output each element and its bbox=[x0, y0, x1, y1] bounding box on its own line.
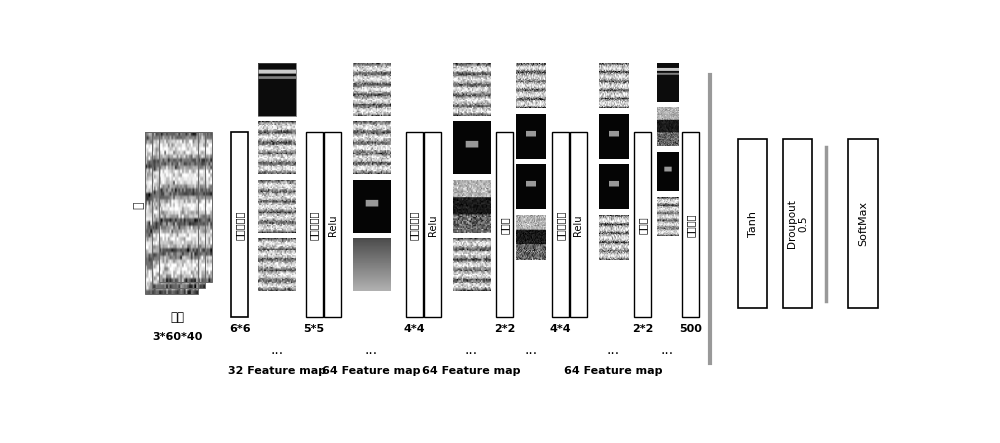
Text: 6*6: 6*6 bbox=[229, 324, 251, 334]
Bar bbox=[634, 132, 651, 317]
Text: 64 Feature map: 64 Feature map bbox=[422, 366, 521, 376]
Text: 5*5: 5*5 bbox=[304, 324, 325, 334]
Text: ...: ... bbox=[607, 342, 620, 357]
Text: 二维卷积层: 二维卷积层 bbox=[309, 210, 319, 240]
Text: 500: 500 bbox=[679, 324, 702, 334]
Text: 32 Feature map: 32 Feature map bbox=[228, 366, 326, 376]
Text: ...: ... bbox=[525, 342, 538, 357]
Text: 下采样: 下采样 bbox=[500, 216, 510, 234]
Text: 二维卷积层: 二维卷积层 bbox=[556, 210, 566, 240]
Bar bbox=[783, 139, 812, 308]
Text: 64 Feature map: 64 Feature map bbox=[564, 366, 662, 376]
Text: 2*2: 2*2 bbox=[494, 324, 515, 334]
Text: ...: ... bbox=[661, 342, 674, 357]
Bar bbox=[159, 132, 212, 282]
Text: 全连接层: 全连接层 bbox=[686, 213, 696, 237]
Bar bbox=[738, 139, 767, 308]
Text: 回: 回 bbox=[132, 202, 145, 210]
Text: 3*60*40: 3*60*40 bbox=[153, 331, 203, 342]
Bar bbox=[152, 132, 205, 288]
Text: Relu: Relu bbox=[428, 214, 438, 236]
Text: 2*2: 2*2 bbox=[632, 324, 653, 334]
Bar bbox=[258, 63, 296, 116]
Bar bbox=[145, 132, 198, 294]
Text: 频率: 频率 bbox=[171, 311, 185, 324]
Bar bbox=[324, 132, 341, 317]
Text: Tanh: Tanh bbox=[748, 211, 758, 237]
Text: ...: ... bbox=[465, 342, 478, 357]
Bar bbox=[231, 132, 248, 317]
Bar bbox=[306, 132, 323, 317]
Text: Droupout
0.5: Droupout 0.5 bbox=[787, 199, 808, 248]
Bar bbox=[682, 132, 699, 317]
Text: 4*4: 4*4 bbox=[403, 324, 425, 334]
Text: 64 Feature map: 64 Feature map bbox=[322, 366, 421, 376]
Text: ...: ... bbox=[270, 342, 283, 357]
Text: ...: ... bbox=[365, 342, 378, 357]
Bar bbox=[406, 132, 423, 317]
Text: 4*4: 4*4 bbox=[550, 324, 571, 334]
Text: Relu: Relu bbox=[573, 214, 583, 236]
Text: 二维卷积层: 二维卷积层 bbox=[235, 210, 245, 240]
Text: 下采样: 下采样 bbox=[638, 216, 648, 234]
Bar bbox=[496, 132, 513, 317]
Bar bbox=[424, 132, 441, 317]
Bar bbox=[570, 132, 587, 317]
Bar bbox=[552, 132, 569, 317]
Text: Relu: Relu bbox=[328, 214, 338, 236]
Bar bbox=[848, 139, 878, 308]
Text: 二维卷积层: 二维卷积层 bbox=[409, 210, 419, 240]
Text: SoftMax: SoftMax bbox=[858, 201, 868, 246]
